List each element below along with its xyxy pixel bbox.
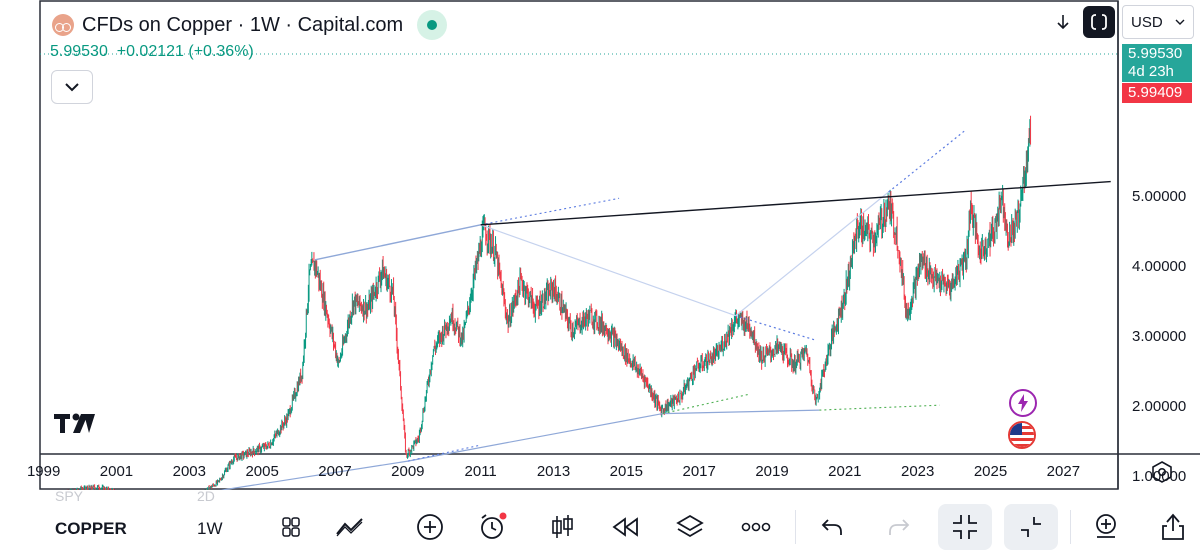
- chevron-down-icon: [65, 83, 79, 92]
- trend-icon: [336, 518, 363, 537]
- undo-button[interactable]: [815, 510, 849, 544]
- redo-icon: [889, 519, 910, 535]
- bid-price-tag: 5.99409: [1122, 83, 1192, 103]
- chart-area[interactable]: CFDs on Copper · 1W · Capital.com 5.9953…: [0, 0, 1200, 490]
- undo-icon: [821, 519, 842, 535]
- bottom-toolbar: [0, 490, 1200, 560]
- share-button[interactable]: [1156, 510, 1190, 544]
- price-tick-label: 2.00000: [1132, 397, 1187, 415]
- us-flag-icon[interactable]: [1008, 421, 1036, 449]
- share-icon: [1162, 513, 1184, 540]
- resistance-line: [480, 180, 1111, 226]
- time-tick-label: 2003: [172, 463, 206, 480]
- add-watchlist-button[interactable]: [1089, 510, 1123, 544]
- price-change-pct: (+0.36%): [188, 43, 254, 60]
- time-tick-label: 2021: [828, 463, 862, 480]
- candles-layer: [67, 115, 1032, 490]
- chart-type-button[interactable]: [274, 510, 308, 544]
- drawing-tools-button[interactable]: [333, 510, 367, 544]
- alarm-clock-icon: [481, 512, 507, 539]
- toolbar-divider: [1070, 510, 1071, 544]
- shrink-icon: [953, 515, 977, 539]
- candles-icon: [552, 515, 573, 538]
- more-dots-icon: [741, 522, 771, 532]
- market-open-icon[interactable]: [417, 10, 448, 40]
- time-tick-label: 2017: [682, 463, 716, 480]
- replay-button[interactable]: [609, 510, 643, 544]
- time-tick-label: 2015: [609, 463, 644, 480]
- chart-header: CFDs on Copper · 1W · Capital.com: [52, 10, 448, 40]
- currency-selector[interactable]: USD: [1122, 5, 1194, 39]
- rewind-icon: [612, 517, 638, 537]
- arrow-down-icon: [1057, 15, 1069, 30]
- support-trendline: [218, 409, 820, 490]
- price-line: 5.99530 +0.02121 (+0.36%): [50, 43, 254, 61]
- ghost-interval: 2D: [197, 488, 215, 504]
- drawings-layer: [218, 130, 1111, 490]
- layers-button[interactable]: [673, 510, 707, 544]
- ascending-extension: [888, 130, 966, 193]
- time-tick-label: 2007: [318, 463, 352, 480]
- download-button[interactable]: [1047, 6, 1079, 38]
- price-tick-label: 3.00000: [1132, 327, 1187, 345]
- copper-symbol-icon: [52, 14, 74, 36]
- ascending-trendline: [735, 191, 889, 317]
- ghost-symbol: SPY: [55, 488, 84, 504]
- bar-countdown: 4d 23h: [1128, 63, 1174, 80]
- alert-button[interactable]: [475, 510, 509, 544]
- time-tick-label: 2001: [99, 463, 134, 480]
- chart-title: CFDs on Copper · 1W · Capital.com: [82, 13, 404, 36]
- layout-icon: [282, 517, 300, 537]
- time-tick-label: 1999: [26, 463, 61, 480]
- fullscreen-button[interactable]: [1083, 6, 1115, 38]
- layers-icon: [676, 514, 704, 538]
- collapse-corners-icon: [1021, 517, 1041, 537]
- fullscreen-icon: [1091, 13, 1107, 31]
- plot-border: [39, 0, 1119, 490]
- chevron-down-icon: [1175, 19, 1185, 25]
- more-button[interactable]: [739, 510, 773, 544]
- dotted-extension: [819, 404, 940, 411]
- time-tick-label: 2019: [755, 463, 789, 480]
- toolbar-divider: [795, 510, 796, 544]
- last-price: 5.99530: [50, 43, 108, 60]
- lightning-icon[interactable]: [1009, 389, 1037, 417]
- time-tick-label: 2023: [901, 463, 935, 480]
- currency-label: USD: [1131, 13, 1163, 31]
- collapse-legend-button[interactable]: [51, 70, 93, 104]
- last-price-tag: 5.99530 4d 23h: [1122, 44, 1192, 82]
- compact-view-button[interactable]: [1004, 504, 1058, 550]
- price-tick-label: 5.00000: [1132, 187, 1187, 205]
- time-tick-label: 2027: [1046, 463, 1081, 480]
- chart-canvas[interactable]: [0, 0, 1200, 490]
- add-indicator-button[interactable]: [413, 510, 447, 544]
- indicators-button[interactable]: [545, 510, 579, 544]
- time-tick-label: 2005: [245, 463, 279, 480]
- price-tick-label: 1.00000: [1132, 467, 1187, 485]
- channel-top-line: [314, 224, 481, 261]
- price-tick-label: 4.00000: [1132, 257, 1187, 275]
- time-tick-label: 2025: [973, 463, 1008, 480]
- interval-button[interactable]: 1W: [197, 519, 223, 538]
- scale-settings-icon[interactable]: [1150, 460, 1174, 484]
- dotted-extension: [480, 197, 620, 226]
- redo-button[interactable]: [882, 510, 916, 544]
- time-tick-label: 2011: [464, 463, 497, 480]
- plus-circle-icon: [417, 514, 443, 540]
- time-tick-label: 2013: [536, 463, 571, 480]
- tradingview-logo: [54, 413, 95, 433]
- add-list-icon: [1096, 514, 1116, 538]
- time-tick-label: 2009: [391, 463, 425, 480]
- price-change: +0.02121: [116, 43, 184, 60]
- symbol-search-button[interactable]: COPPER: [55, 519, 127, 538]
- last-price-tag-value: 5.99530: [1128, 45, 1183, 62]
- descending-extension: [735, 315, 816, 341]
- descending-trendline: [480, 224, 736, 317]
- exit-fullscreen-button[interactable]: [938, 504, 992, 550]
